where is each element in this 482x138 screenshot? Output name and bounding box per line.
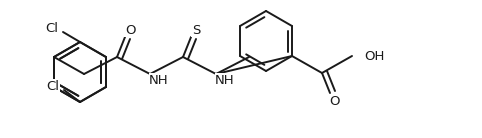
- Text: NH: NH: [215, 74, 235, 87]
- Text: O: O: [330, 95, 340, 108]
- Text: Cl: Cl: [46, 79, 59, 92]
- Text: OH: OH: [364, 50, 384, 63]
- Text: S: S: [192, 23, 200, 36]
- Text: O: O: [125, 23, 135, 36]
- Text: NH: NH: [149, 74, 169, 87]
- Text: Cl: Cl: [45, 22, 58, 35]
